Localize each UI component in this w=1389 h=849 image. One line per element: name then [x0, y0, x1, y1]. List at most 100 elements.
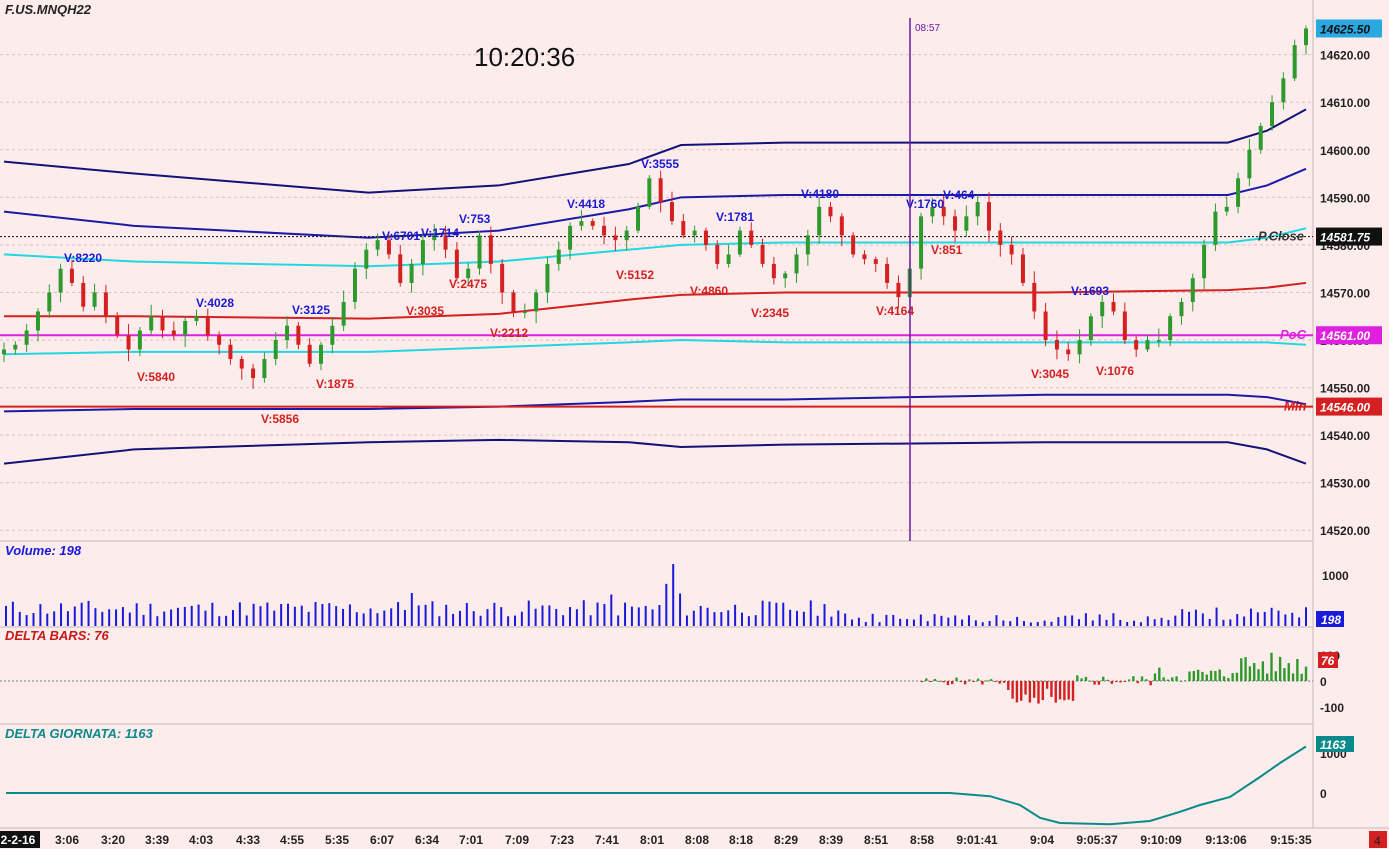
volume-bar	[768, 601, 771, 626]
upper-outer-band	[3, 108, 1307, 194]
candle-body	[624, 230, 629, 241]
volume-bar	[452, 613, 455, 626]
volume-bar	[527, 600, 530, 626]
lower-outer-band	[3, 438, 1307, 465]
volume-bar	[211, 602, 214, 626]
volume-bar	[1016, 616, 1019, 626]
volume-bar	[1139, 622, 1142, 626]
candle-body	[794, 254, 799, 274]
candle-body	[115, 316, 120, 336]
volume-bar	[699, 605, 702, 626]
volume-bar	[121, 607, 124, 626]
volume-bar	[1043, 620, 1046, 626]
volume-bar	[569, 607, 572, 626]
volume-bar	[1243, 616, 1246, 626]
volume-bar	[1098, 614, 1101, 626]
delta-bar	[1214, 670, 1217, 681]
volume-bar	[438, 616, 441, 626]
time-tick-label: 8:29	[774, 833, 798, 847]
volume-bar	[431, 601, 434, 626]
volume-bar	[1167, 619, 1170, 626]
volume-bar	[156, 616, 159, 626]
volume-bar	[231, 610, 234, 626]
time-tick-label: 8:39	[819, 833, 843, 847]
candle-body	[1009, 244, 1014, 255]
candle-body	[1213, 211, 1218, 245]
volume-peak-annotation: V:464	[943, 188, 975, 202]
delta-bar	[1140, 676, 1144, 681]
volume-bar	[823, 604, 826, 626]
delta-bar	[976, 678, 980, 681]
candle-body	[1292, 45, 1297, 79]
candle-body	[760, 244, 765, 264]
delta-bar	[989, 679, 993, 681]
delta-bar	[1248, 666, 1252, 681]
volume-bar	[176, 607, 179, 626]
delta-bar	[1058, 681, 1062, 700]
delta-giornata-title: DELTA GIORNATA: 1163	[5, 726, 154, 741]
delta-bar	[1149, 681, 1152, 686]
delta-bar	[1102, 676, 1105, 681]
candle-body	[590, 221, 595, 226]
volume-bar	[981, 622, 984, 626]
delta-bar	[1257, 669, 1260, 681]
corner-badge-box[interactable]	[1369, 831, 1387, 848]
candle-body	[375, 240, 380, 250]
delta-bar	[1080, 678, 1083, 681]
volume-bar	[665, 583, 668, 626]
candle-body	[1088, 316, 1093, 341]
delta-bar	[1218, 669, 1221, 681]
price-tag-label: 14561.00	[1320, 329, 1370, 343]
volume-bar	[548, 605, 551, 626]
volume-bar	[252, 603, 255, 626]
volume-bar	[190, 605, 193, 626]
candle-body	[715, 244, 720, 264]
delta-bar	[1201, 671, 1204, 681]
candle-body	[1020, 254, 1025, 283]
volume-bar	[1009, 621, 1012, 626]
candle-body	[205, 316, 210, 336]
volume-bar	[1071, 615, 1074, 626]
volume-title: Volume: 198	[5, 543, 82, 558]
volume-bar	[1270, 607, 1273, 626]
time-tick-label: 4:55	[280, 833, 304, 847]
volume-bar	[782, 602, 785, 626]
date-tick-box	[0, 831, 40, 848]
delta-bar	[1089, 680, 1092, 682]
volume-bar	[871, 613, 874, 626]
candle-body	[1122, 311, 1127, 341]
candle-body	[92, 292, 97, 307]
volume-peak-annotation: V:4180	[801, 187, 839, 201]
volume-bar	[1057, 617, 1060, 626]
delta-bar	[1235, 672, 1239, 681]
delta-bar	[1041, 681, 1045, 701]
candle-body	[58, 268, 63, 293]
delta-bar	[1028, 681, 1032, 703]
volume-bar	[892, 614, 895, 626]
volume-peak-annotation: V:3125	[292, 303, 330, 317]
volume-bar	[658, 605, 661, 626]
candle-body	[103, 292, 108, 317]
candle-body	[613, 235, 618, 241]
delta-bar	[1158, 667, 1161, 681]
candle-body	[2, 349, 6, 355]
volume-bar	[1160, 617, 1163, 626]
candle-body	[885, 263, 890, 283]
volume-bar	[1064, 615, 1067, 626]
delta-bar	[1296, 658, 1299, 681]
volume-peak-annotation: V:1714	[421, 226, 459, 240]
candle-body	[511, 292, 516, 312]
delta-tick-label: 0	[1320, 675, 1327, 689]
volume-bar	[445, 604, 448, 626]
corner-badge[interactable]: 4	[1374, 834, 1381, 848]
delta-bar	[1011, 681, 1014, 699]
delta-bar	[1192, 670, 1196, 681]
volume-bar	[1112, 613, 1115, 626]
volume-bar	[1084, 613, 1087, 626]
upper-mid-band	[3, 167, 1307, 239]
price-axis: 14520.0014530.0014540.0014550.0014560.00…	[1316, 19, 1382, 538]
volume-bar	[995, 615, 998, 626]
